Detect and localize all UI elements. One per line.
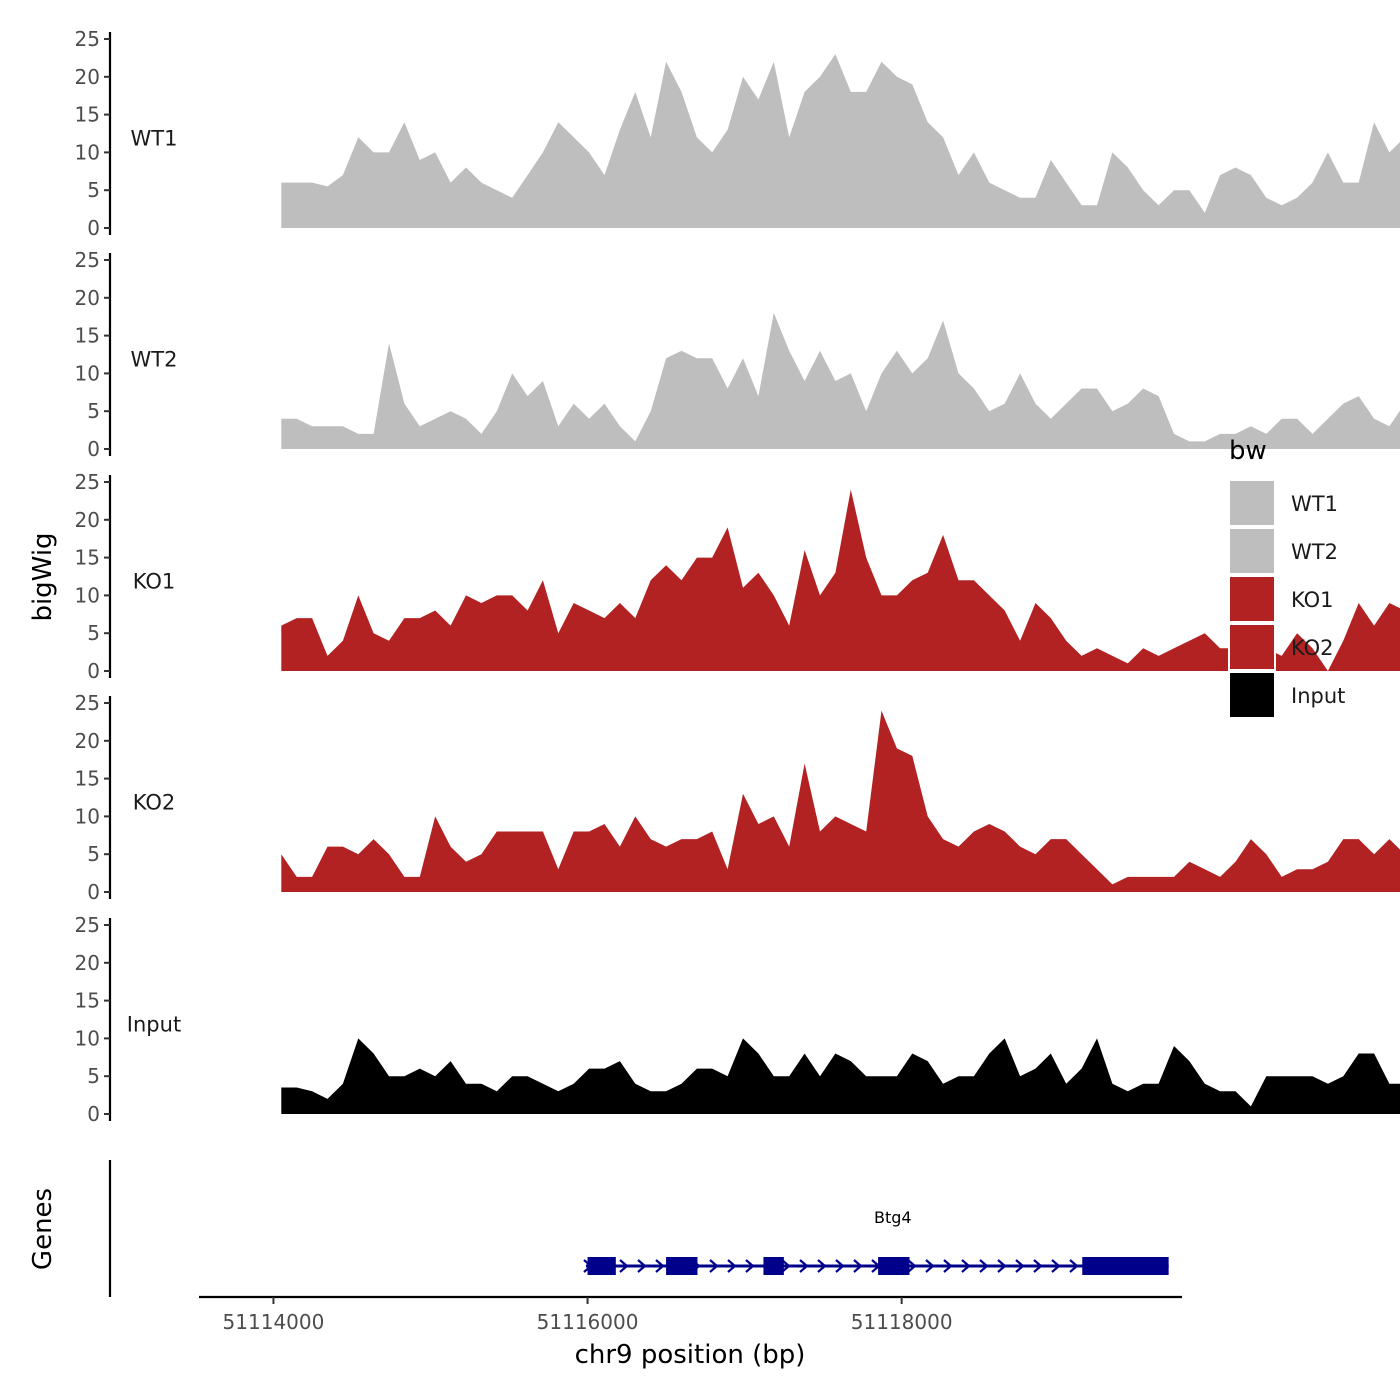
- track-wt1: 0 5 10 15 20 25 WT1: [75, 27, 1400, 240]
- area-wt2: [281, 312, 1400, 449]
- y-tick-label: 25: [75, 27, 100, 51]
- y-tick-label: 0: [87, 437, 100, 461]
- x-tick-label: 51114000: [223, 1310, 325, 1334]
- y-axis-title: bigWig: [28, 532, 58, 621]
- track-panels: 0510152025WT10510152025WT20510152025KO10…: [75, 27, 1400, 1126]
- strand-arrow: [1051, 1259, 1061, 1273]
- strand-arrow: [799, 1259, 809, 1273]
- y-tick-label: 0: [87, 880, 100, 904]
- y-tick-label: 20: [75, 951, 100, 975]
- legend-label-wt1: WT1: [1291, 492, 1338, 516]
- y-tick-label: 20: [75, 286, 100, 310]
- strand-arrow: [709, 1259, 719, 1273]
- y-tick-label: 0: [87, 1102, 100, 1126]
- gene-exon: [587, 1257, 616, 1275]
- y-tick-label: 20: [75, 508, 100, 532]
- strand-arrow: [1033, 1259, 1043, 1273]
- strand-arrow: [637, 1259, 647, 1273]
- legend-title: bw: [1229, 436, 1267, 466]
- y-tick-label: 10: [75, 583, 100, 607]
- y-tick-label: 25: [75, 913, 100, 937]
- strand-arrow: [727, 1259, 737, 1273]
- legend: bw WT1 WT2 KO1 KO2 Input: [1228, 436, 1345, 719]
- strand-arrow: [1015, 1259, 1025, 1273]
- y-tick-label: 5: [87, 178, 100, 202]
- legend-label-ko1: KO1: [1291, 588, 1334, 612]
- x-tick-label: 51118000: [851, 1310, 953, 1334]
- strand-arrow: [1069, 1259, 1079, 1273]
- y-tick-label: 5: [87, 1064, 100, 1088]
- y-tick-label: 0: [87, 659, 100, 683]
- gene-exon: [1082, 1257, 1169, 1275]
- y-tick-label: 10: [75, 1026, 100, 1050]
- x-axis-title: chr9 position (bp): [575, 1340, 806, 1370]
- legend-key-input: [1228, 671, 1276, 719]
- strand-arrow: [943, 1259, 953, 1273]
- area-input: [281, 1038, 1400, 1114]
- y-tick-label: 25: [75, 248, 100, 272]
- strand-arrow: [835, 1259, 845, 1273]
- track-label: Input: [127, 1012, 181, 1036]
- strand-arrow: [853, 1259, 863, 1273]
- y-tick-label: 15: [75, 989, 100, 1013]
- track-input: 0 5 10 15 20 25 Input: [75, 913, 1400, 1126]
- legend-key-wt2: [1228, 527, 1276, 575]
- track-label: KO2: [133, 790, 176, 814]
- genes-panel: Btg4: [108, 1160, 1169, 1297]
- gene-exon: [763, 1257, 784, 1275]
- y-tick-label: 10: [75, 804, 100, 828]
- area-ko1: [281, 489, 1400, 671]
- strand-arrow: [781, 1259, 791, 1273]
- track-ko1: 0 5 10 15 20 25 KO1: [75, 470, 1400, 683]
- legend-key-ko1: [1228, 575, 1276, 623]
- strand-arrow: [907, 1259, 917, 1273]
- y-tick-label: 20: [75, 729, 100, 753]
- y-tick-label: 15: [75, 324, 100, 348]
- legend-label-ko2: KO2: [1291, 636, 1334, 660]
- gene-name-label: Btg4: [874, 1208, 912, 1227]
- area-ko2: [281, 710, 1400, 892]
- track-label: WT1: [131, 126, 178, 150]
- gene-exon: [878, 1257, 910, 1275]
- strand-arrow: [817, 1259, 827, 1273]
- gene-exon: [666, 1257, 698, 1275]
- strand-arrow: [925, 1259, 935, 1273]
- track-wt2: 0 5 10 15 20 25 WT2: [75, 248, 1400, 461]
- strand-arrow: [745, 1259, 755, 1273]
- strand-arrow: [979, 1259, 989, 1273]
- legend-label-input: Input: [1291, 684, 1345, 708]
- strand-arrow: [961, 1259, 971, 1273]
- y-tick-label: 5: [87, 621, 100, 645]
- x-tick-label: 51116000: [537, 1310, 639, 1334]
- x-axis: 51114000 51116000 51118000: [199, 1295, 1182, 1334]
- strand-arrow: [655, 1259, 665, 1273]
- y-tick-label: 15: [75, 767, 100, 791]
- strand-arrow: [997, 1259, 1007, 1273]
- track-label: WT2: [131, 347, 178, 371]
- y-tick-label: 15: [75, 546, 100, 570]
- legend-key-ko2: [1228, 623, 1276, 671]
- y-tick-label: 15: [75, 103, 100, 127]
- y-tick-label: 20: [75, 65, 100, 89]
- y-tick-label: 0: [87, 216, 100, 240]
- y-tick-label: 5: [87, 399, 100, 423]
- strand-arrow: [619, 1259, 629, 1273]
- y-tick-label: 5: [87, 842, 100, 866]
- y-tick-label: 25: [75, 691, 100, 715]
- legend-key-wt1: [1228, 479, 1276, 527]
- legend-label-wt2: WT2: [1291, 540, 1338, 564]
- y-tick-label: 10: [75, 361, 100, 385]
- track-label: KO1: [133, 569, 176, 593]
- genes-axis-title: Genes: [28, 1188, 58, 1270]
- area-wt1: [281, 54, 1400, 228]
- y-tick-label: 25: [75, 470, 100, 494]
- track-ko2: 0 5 10 15 20 25 KO2: [75, 691, 1400, 904]
- y-tick-label: 10: [75, 140, 100, 164]
